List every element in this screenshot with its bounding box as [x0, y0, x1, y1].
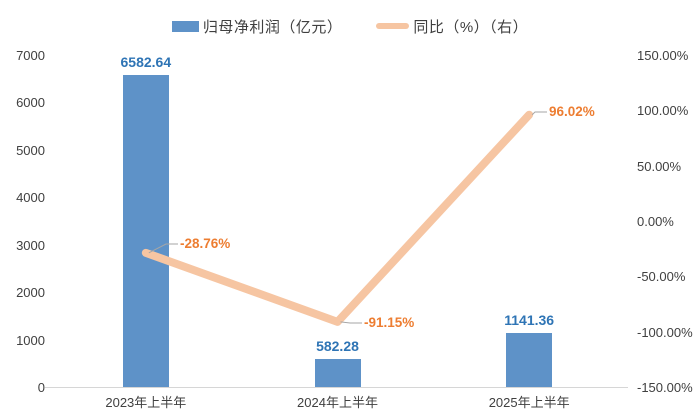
legend-item-net-profit: 归母净利润（亿元） [171, 16, 343, 37]
yoy-value-label: -91.15% [364, 315, 415, 330]
yoy-value-label: -28.76% [180, 236, 231, 251]
callout-leader-line [340, 321, 362, 324]
bar-value-label: 6582.64 [120, 53, 172, 70]
left-axis-tick: 1000 [16, 332, 45, 348]
line-series-swatch-icon [376, 23, 410, 29]
left-axis-tick: 4000 [16, 190, 45, 206]
legend-label-yoy: 同比（%）（右） [413, 18, 529, 36]
left-axis-tick: 0 [37, 380, 45, 395]
yoy-line [141, 110, 534, 326]
bar-1 [122, 74, 169, 387]
right-axis-tick: 150.00% [637, 48, 689, 63]
left-axis-tick: 3000 [16, 237, 45, 253]
bar-value-label: 1141.36 [504, 311, 555, 328]
left-axis-tick: 5000 [16, 142, 45, 158]
left-axis-tick: 6000 [16, 95, 45, 111]
right-axis-tick: -50.00% [637, 269, 686, 285]
x-axis-category-label: 2024年上半年 [297, 395, 378, 410]
legend-label-net-profit: 归母净利润（亿元） [202, 18, 343, 36]
bar-series-swatch-icon [171, 20, 199, 32]
left-axis-tick: 7000 [16, 48, 45, 63]
yoy-value-label: 96.02% [549, 104, 595, 119]
legend-item-yoy: 同比（%）（右） [376, 16, 528, 37]
left-axis-tick: 2000 [16, 285, 45, 301]
bar-2 [314, 359, 361, 387]
right-axis-tick: 0.00% [637, 214, 674, 229]
callout-leader-line [148, 243, 178, 254]
x-axis-category-label: 2023年上半年 [105, 395, 187, 410]
bar-value-label: 582.28 [316, 338, 359, 355]
right-axis-tick: -100.00% [637, 324, 693, 340]
right-axis-tick: 50.00% [637, 158, 682, 174]
legend: 归母净利润（亿元） 同比（%）（右） [0, 12, 700, 40]
bar-3 [506, 332, 553, 387]
right-axis-tick: -150.00% [637, 380, 693, 395]
callout-leader-line [531, 111, 547, 116]
x-axis-category-label: 2025年上半年 [488, 395, 570, 410]
x-axis-line [45, 386, 628, 388]
right-axis-tick: 100.00% [637, 103, 689, 119]
